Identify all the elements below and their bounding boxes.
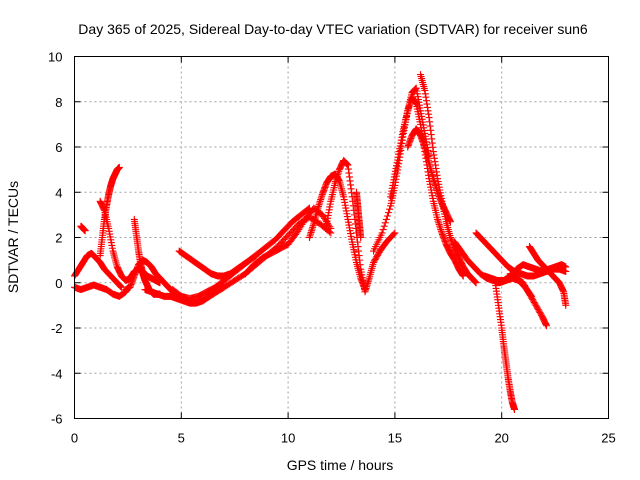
x-tick-label: 10 bbox=[281, 431, 295, 446]
data-point-marker bbox=[115, 163, 123, 171]
data-point-marker bbox=[446, 218, 454, 226]
y-tick-label: -2 bbox=[51, 321, 63, 336]
data-point-marker bbox=[327, 224, 335, 232]
y-tick-label: 2 bbox=[55, 231, 62, 246]
y-tick-label: 6 bbox=[55, 140, 62, 155]
series-arc-2 bbox=[71, 249, 125, 291]
x-axis-label: GPS time / hours bbox=[287, 457, 394, 473]
y-tick-label: 10 bbox=[48, 50, 62, 65]
data-point-marker bbox=[562, 301, 570, 309]
series-arc-14 bbox=[323, 157, 399, 296]
x-tick-label: 5 bbox=[178, 431, 185, 446]
data-point-marker bbox=[382, 215, 390, 223]
data-point-marker bbox=[357, 234, 365, 241]
data-point-marker bbox=[81, 227, 89, 235]
plot-frame bbox=[74, 56, 609, 419]
data-point-marker bbox=[459, 272, 467, 280]
data-point-marker bbox=[380, 222, 388, 230]
chart-title: Day 365 of 2025, Sidereal Day-to-day VTE… bbox=[78, 21, 588, 37]
data-points bbox=[71, 71, 570, 413]
data-point-marker bbox=[379, 226, 387, 234]
series-arc-12 bbox=[241, 204, 335, 278]
series-arc-19 bbox=[404, 125, 454, 226]
grid-lines bbox=[74, 56, 609, 419]
series-arc-25 bbox=[506, 270, 551, 330]
y-tick-label: 8 bbox=[55, 95, 62, 110]
data-point-marker bbox=[378, 229, 386, 237]
data-point-marker bbox=[117, 283, 125, 291]
x-tick-label: 25 bbox=[601, 431, 615, 446]
data-point-marker bbox=[562, 263, 570, 271]
data-point-marker bbox=[120, 289, 128, 297]
y-tick-label: -6 bbox=[51, 412, 63, 427]
x-tick-label: 0 bbox=[71, 431, 78, 446]
data-point-marker bbox=[386, 205, 394, 213]
data-point-marker bbox=[472, 279, 480, 287]
data-point-marker bbox=[511, 405, 519, 413]
y-tick-label: -4 bbox=[51, 366, 63, 381]
series-arc-22 bbox=[481, 261, 570, 284]
series-arc-24 bbox=[525, 243, 570, 309]
data-point-marker bbox=[543, 322, 551, 330]
data-point-marker bbox=[384, 209, 392, 217]
y-axis-label: SDTVAR / TECUs bbox=[5, 181, 21, 293]
data-point-marker bbox=[383, 212, 391, 220]
x-tick-label: 15 bbox=[388, 431, 402, 446]
y-tick-label: 0 bbox=[55, 276, 62, 291]
series-arc-23 bbox=[491, 279, 519, 413]
series-arc-15 bbox=[352, 188, 365, 241]
series-arc-3 bbox=[77, 222, 89, 235]
data-point-marker bbox=[381, 219, 389, 227]
x-tick-label: 20 bbox=[494, 431, 508, 446]
data-point-marker bbox=[391, 229, 399, 237]
y-tick-label: 4 bbox=[55, 185, 62, 200]
data-point-marker bbox=[390, 230, 398, 238]
series-arc-13 bbox=[305, 170, 369, 294]
